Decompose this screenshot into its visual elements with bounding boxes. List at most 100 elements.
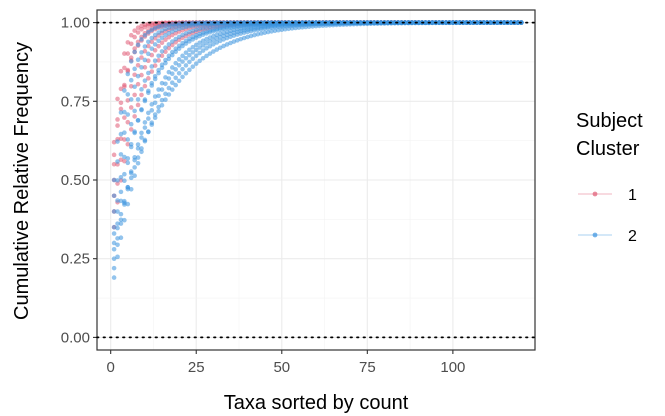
data-point-series-2 <box>515 20 521 25</box>
data-point-series-2 <box>132 157 137 163</box>
data-point-series-2 <box>183 20 189 26</box>
y-tick-label: 0.50 <box>61 172 90 189</box>
data-point-series-2 <box>163 97 168 103</box>
data-point-series-2 <box>180 32 185 38</box>
data-point-series-2 <box>183 55 189 61</box>
data-point-series-1 <box>166 34 172 40</box>
data-point-series-1 <box>173 40 179 45</box>
data-point-series-2 <box>293 25 298 31</box>
data-point-series-2 <box>255 31 261 37</box>
data-point-series-2 <box>204 41 209 46</box>
data-point-series-2 <box>166 30 172 36</box>
data-point-series-2 <box>118 110 124 115</box>
data-point-series-2 <box>190 50 196 55</box>
data-point-series-2 <box>207 20 213 25</box>
data-point-series-1 <box>149 39 155 45</box>
data-point-series-1 <box>132 46 137 51</box>
data-point-series-2 <box>166 56 172 62</box>
data-point-series-2 <box>118 189 124 195</box>
data-point-series-2 <box>156 108 161 114</box>
x-tick-label: 0 <box>107 359 115 376</box>
data-point-series-2 <box>111 256 117 262</box>
data-point-series-2 <box>197 50 202 56</box>
data-point-series-1 <box>146 58 151 64</box>
data-point-series-2 <box>481 20 486 25</box>
data-point-series-1 <box>125 119 131 125</box>
data-point-series-2 <box>296 25 302 30</box>
data-point-series-2 <box>163 32 168 38</box>
data-point-series-2 <box>269 20 274 25</box>
data-point-series-2 <box>183 41 189 46</box>
data-point-series-1 <box>135 102 141 108</box>
data-point-series-2 <box>159 28 165 33</box>
data-point-series-1 <box>115 123 120 128</box>
data-point-series-1 <box>118 106 124 112</box>
data-point-series-1 <box>149 22 155 28</box>
data-point-series-2 <box>135 97 141 102</box>
data-point-series-2 <box>423 20 428 25</box>
data-point-series-2 <box>169 87 175 92</box>
reference-lines <box>96 21 536 339</box>
data-point-series-2 <box>139 135 144 140</box>
data-point-series-2 <box>193 42 199 48</box>
data-point-series-2 <box>115 242 120 248</box>
data-point-series-2 <box>139 107 144 113</box>
data-point-series-2 <box>173 49 179 55</box>
data-point-series-2 <box>241 28 247 33</box>
data-point-series-2 <box>159 87 165 92</box>
data-point-series-2 <box>146 110 151 116</box>
data-point-series-2 <box>221 20 226 25</box>
data-point-series-2 <box>183 70 189 76</box>
data-point-series-2 <box>495 20 500 25</box>
data-point-series-2 <box>173 82 179 88</box>
data-point-series-2 <box>204 24 209 30</box>
data-point-series-2 <box>125 160 131 166</box>
data-point-series-1 <box>159 40 165 46</box>
legend: Subject Cluster 1 2 <box>576 110 643 245</box>
data-point-series-2 <box>173 36 179 42</box>
data-point-series-2 <box>200 25 206 31</box>
data-point-series-2 <box>180 74 185 80</box>
data-point-series-2 <box>180 66 185 72</box>
data-point-series-2 <box>159 23 165 29</box>
data-point-series-2 <box>122 171 127 177</box>
data-point-series-2 <box>187 67 192 73</box>
data-point-series-2 <box>156 53 161 59</box>
data-point-series-2 <box>146 90 151 96</box>
data-point-series-2 <box>115 178 120 183</box>
data-point-series-2 <box>508 20 514 25</box>
data-point-series-2 <box>128 170 134 176</box>
legend-title-line-1: Subject <box>576 110 643 132</box>
data-point-series-2 <box>197 58 202 64</box>
data-point-series-2 <box>152 42 158 47</box>
data-point-series-1 <box>111 161 117 167</box>
data-point-series-1 <box>132 34 137 40</box>
data-point-series-2 <box>474 20 480 25</box>
data-point-series-2 <box>125 71 131 77</box>
data-point-series-2 <box>115 198 120 203</box>
data-point-series-2 <box>430 20 435 25</box>
data-point-series-1 <box>128 41 134 47</box>
data-point-series-2 <box>217 27 223 32</box>
data-point-series-2 <box>402 20 408 25</box>
data-point-series-2 <box>125 92 131 97</box>
data-point-series-2 <box>128 187 134 192</box>
data-point-series-2 <box>248 20 254 25</box>
data-point-series-2 <box>159 97 165 103</box>
data-point-series-2 <box>159 35 165 41</box>
data-point-series-2 <box>156 70 161 76</box>
data-point-series-2 <box>111 193 117 199</box>
data-point-series-2 <box>241 23 247 29</box>
data-point-series-1 <box>156 58 161 63</box>
data-point-series-2 <box>146 70 151 76</box>
data-point-series-2 <box>176 34 182 40</box>
data-point-series-1 <box>159 53 165 59</box>
data-point-series-2 <box>238 28 244 34</box>
legend-entry-2: 2 <box>578 228 637 245</box>
data-point-series-1 <box>132 92 137 98</box>
data-point-series-2 <box>149 102 155 107</box>
data-point-series-2 <box>163 45 168 50</box>
data-point-series-2 <box>464 20 469 25</box>
data-point-series-2 <box>378 20 384 25</box>
data-point-series-2 <box>488 20 493 25</box>
